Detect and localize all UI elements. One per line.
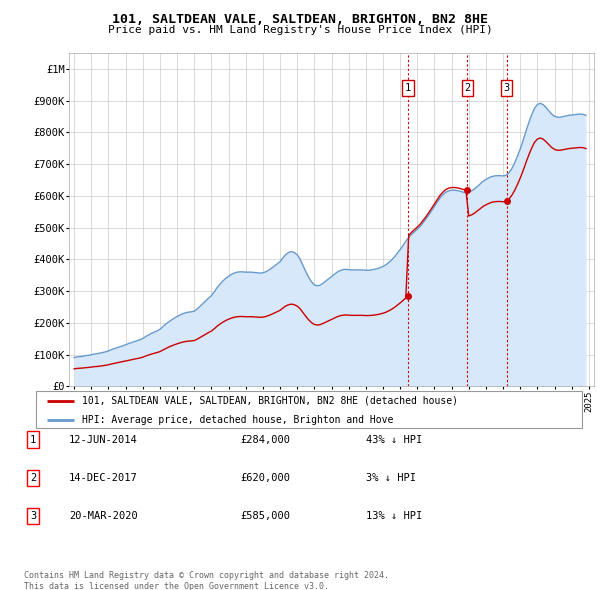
Text: 43% ↓ HPI: 43% ↓ HPI xyxy=(366,435,422,444)
Text: 3% ↓ HPI: 3% ↓ HPI xyxy=(366,473,416,483)
Text: Contains HM Land Registry data © Crown copyright and database right 2024.: Contains HM Land Registry data © Crown c… xyxy=(24,571,389,580)
Text: 2: 2 xyxy=(30,473,36,483)
Text: This data is licensed under the Open Government Licence v3.0.: This data is licensed under the Open Gov… xyxy=(24,582,329,590)
Text: Price paid vs. HM Land Registry's House Price Index (HPI): Price paid vs. HM Land Registry's House … xyxy=(107,25,493,35)
Text: £585,000: £585,000 xyxy=(240,512,290,521)
Text: 13% ↓ HPI: 13% ↓ HPI xyxy=(366,512,422,521)
Text: 1: 1 xyxy=(30,435,36,444)
Text: £620,000: £620,000 xyxy=(240,473,290,483)
Text: 101, SALTDEAN VALE, SALTDEAN, BRIGHTON, BN2 8HE: 101, SALTDEAN VALE, SALTDEAN, BRIGHTON, … xyxy=(112,13,488,26)
Text: 1: 1 xyxy=(405,83,411,93)
Text: £284,000: £284,000 xyxy=(240,435,290,444)
Text: 101, SALTDEAN VALE, SALTDEAN, BRIGHTON, BN2 8HE (detached house): 101, SALTDEAN VALE, SALTDEAN, BRIGHTON, … xyxy=(82,396,458,405)
Text: 2: 2 xyxy=(464,83,470,93)
Text: 3: 3 xyxy=(503,83,510,93)
Text: 14-DEC-2017: 14-DEC-2017 xyxy=(69,473,138,483)
Text: 20-MAR-2020: 20-MAR-2020 xyxy=(69,512,138,521)
Text: HPI: Average price, detached house, Brighton and Hove: HPI: Average price, detached house, Brig… xyxy=(82,415,394,425)
Text: 12-JUN-2014: 12-JUN-2014 xyxy=(69,435,138,444)
Text: 3: 3 xyxy=(30,512,36,521)
